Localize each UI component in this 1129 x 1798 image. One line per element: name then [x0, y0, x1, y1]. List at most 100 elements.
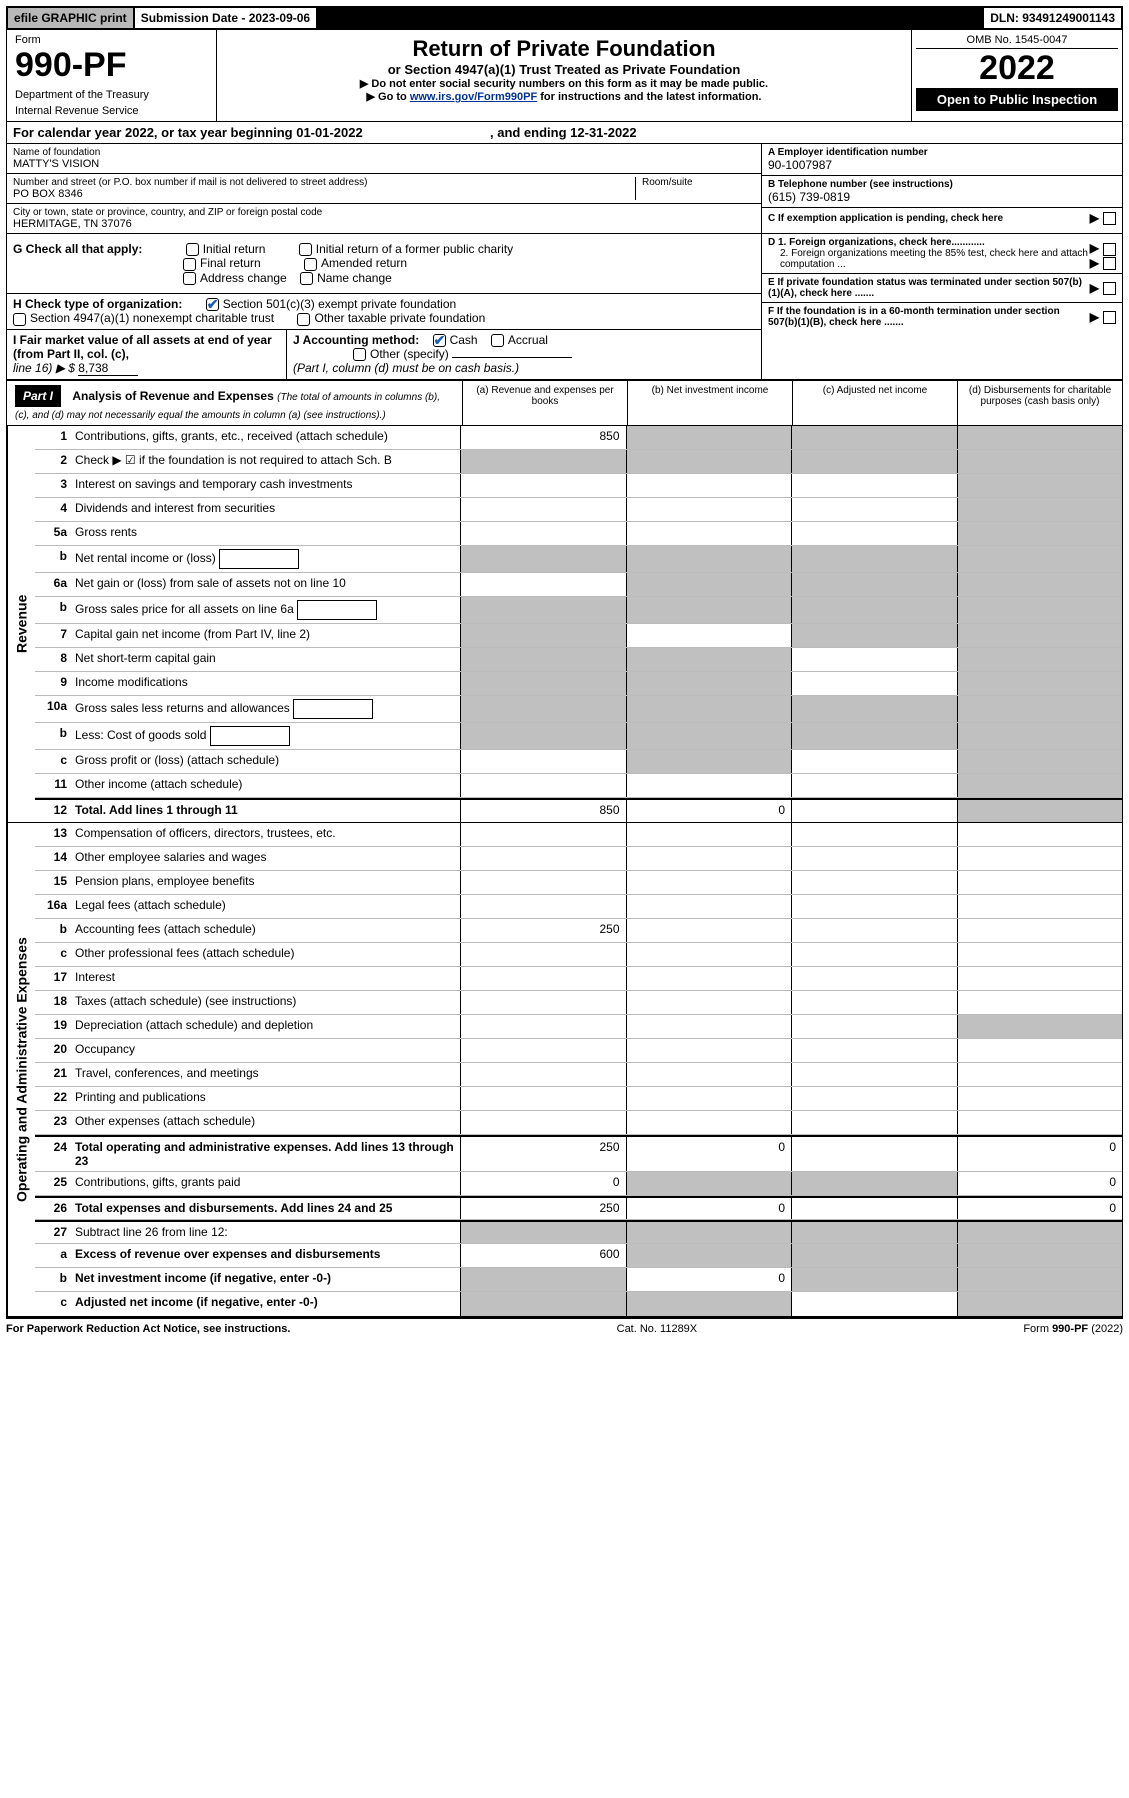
- expenses-side-label: Operating and Administrative Expenses: [7, 823, 35, 1316]
- line-col-b: [626, 672, 792, 695]
- line-col-a: 250: [460, 1137, 626, 1171]
- line-col-b: [626, 426, 792, 449]
- d1-checkbox[interactable]: [1103, 243, 1116, 256]
- line-number: 24: [35, 1137, 71, 1171]
- amended-return-checkbox[interactable]: [304, 258, 317, 271]
- 501c3-checkbox[interactable]: [206, 298, 219, 311]
- line-number: c: [35, 1292, 71, 1316]
- opt-amended: Amended return: [321, 256, 407, 270]
- line-col-d: [957, 750, 1123, 773]
- initial-former-checkbox[interactable]: [299, 243, 312, 256]
- line-description: Interest on savings and temporary cash i…: [71, 474, 460, 497]
- other-taxable-checkbox[interactable]: [297, 313, 310, 326]
- line-number: 11: [35, 774, 71, 797]
- line-description: Compensation of officers, directors, tru…: [71, 823, 460, 846]
- line-col-d: [957, 823, 1123, 846]
- line-col-d: [957, 546, 1123, 572]
- irs-link[interactable]: www.irs.gov/Form990PF: [410, 91, 537, 103]
- line-number: 8: [35, 648, 71, 671]
- section-c-checkbox[interactable]: [1103, 212, 1116, 225]
- page-footer: For Paperwork Reduction Act Notice, see …: [6, 1317, 1123, 1335]
- form-year-block: OMB No. 1545-0047 2022 Open to Public In…: [912, 30, 1122, 121]
- line-row: 19Depreciation (attach schedule) and dep…: [35, 1015, 1122, 1039]
- line-row: 4Dividends and interest from securities: [35, 498, 1122, 522]
- line-col-c: [791, 1039, 957, 1062]
- expenses-table: Operating and Administrative Expenses 13…: [6, 823, 1123, 1317]
- line-col-a: [460, 624, 626, 647]
- line-col-a: 250: [460, 1198, 626, 1219]
- i-label-a: I Fair market value of all assets at end…: [13, 333, 272, 361]
- footer-right: Form 990-PF (2022): [1023, 1323, 1123, 1335]
- line-col-c: [791, 967, 957, 990]
- line-col-d: [957, 1063, 1123, 1086]
- line-col-a: [460, 672, 626, 695]
- form-note-2: ▶ Go to www.irs.gov/Form990PF for instru…: [223, 90, 905, 103]
- line-col-b: [626, 943, 792, 966]
- line-col-c: [791, 450, 957, 473]
- line-col-d: [957, 991, 1123, 1014]
- accrual-checkbox[interactable]: [491, 334, 504, 347]
- line-description: Dividends and interest from securities: [71, 498, 460, 521]
- line-description: Total. Add lines 1 through 11: [71, 800, 460, 822]
- line-col-d: [957, 696, 1123, 722]
- 4947-checkbox[interactable]: [13, 313, 26, 326]
- name-change-checkbox[interactable]: [300, 272, 313, 285]
- i-label-b: line 16) ▶ $: [13, 361, 75, 375]
- f-checkbox[interactable]: [1103, 311, 1116, 324]
- h-label: H Check type of organization:: [13, 297, 182, 311]
- line-col-d: [957, 967, 1123, 990]
- e-checkbox[interactable]: [1103, 282, 1116, 295]
- line-row: 9Income modifications: [35, 672, 1122, 696]
- line-col-d: [957, 800, 1123, 822]
- part1-title: Analysis of Revenue and Expenses: [72, 389, 273, 403]
- line-number: 27: [35, 1222, 71, 1243]
- line-row: cOther professional fees (attach schedul…: [35, 943, 1122, 967]
- city-value: HERMITAGE, TN 37076: [13, 218, 755, 230]
- line-description: Other expenses (attach schedule): [71, 1111, 460, 1134]
- line-description: Gross sales less returns and allowances: [71, 696, 460, 722]
- line-col-c: [791, 1198, 957, 1219]
- line-number: b: [35, 1268, 71, 1291]
- line-col-a: [460, 573, 626, 596]
- line-row: 11Other income (attach schedule): [35, 774, 1122, 798]
- line-description: Total operating and administrative expen…: [71, 1137, 460, 1171]
- line-col-d: [957, 1244, 1123, 1267]
- line-description: Excess of revenue over expenses and disb…: [71, 1244, 460, 1267]
- col-d-header: (d) Disbursements for charitable purpose…: [957, 381, 1122, 425]
- line-col-d: [957, 895, 1123, 918]
- note2-pre: ▶ Go to: [367, 91, 410, 103]
- line-col-c: [791, 648, 957, 671]
- line-description: Net rental income or (loss): [71, 546, 460, 572]
- line-row: 2Check ▶ ☑ if the foundation is not requ…: [35, 450, 1122, 474]
- opt-final: Final return: [200, 256, 261, 270]
- line-col-c: [791, 871, 957, 894]
- line-col-c: [791, 522, 957, 545]
- cash-checkbox[interactable]: [433, 334, 446, 347]
- line-col-b: [626, 823, 792, 846]
- line-col-c: [791, 474, 957, 497]
- line-col-c: [791, 1268, 957, 1291]
- address-change-checkbox[interactable]: [183, 272, 196, 285]
- line-col-c: [791, 498, 957, 521]
- line-col-b: [626, 991, 792, 1014]
- initial-return-checkbox[interactable]: [186, 243, 199, 256]
- note2-post: for instructions and the latest informat…: [537, 91, 761, 103]
- line-col-d: [957, 648, 1123, 671]
- other-method-checkbox[interactable]: [353, 348, 366, 361]
- line-col-a: [460, 597, 626, 623]
- final-return-checkbox[interactable]: [183, 258, 196, 271]
- d2-checkbox[interactable]: [1103, 257, 1116, 270]
- line-row: bGross sales price for all assets on lin…: [35, 597, 1122, 624]
- line-col-d: 0: [957, 1198, 1123, 1219]
- section-c-label: C If exemption application is pending, c…: [768, 213, 1090, 224]
- line-col-b: [626, 450, 792, 473]
- checks-row: G Check all that apply: Initial return I…: [6, 234, 1123, 380]
- opt-former: Initial return of a former public charit…: [316, 242, 513, 256]
- ein-value: 90-1007987: [768, 158, 1116, 172]
- line-col-d: [957, 943, 1123, 966]
- line-col-d: [957, 1015, 1123, 1038]
- line-col-b: [626, 895, 792, 918]
- line-col-c: [791, 1015, 957, 1038]
- line-col-b: [626, 774, 792, 797]
- line-col-a: [460, 723, 626, 749]
